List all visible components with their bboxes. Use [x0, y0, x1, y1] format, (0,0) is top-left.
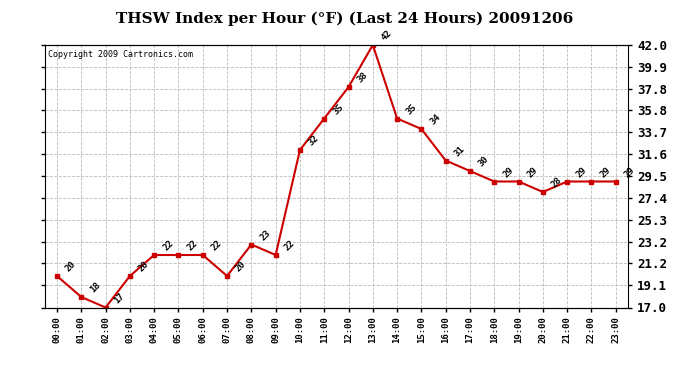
Text: 31: 31	[453, 144, 466, 158]
Text: 29: 29	[501, 165, 515, 179]
Text: 22: 22	[186, 239, 199, 253]
Text: 20: 20	[234, 260, 248, 274]
Text: 20: 20	[64, 260, 78, 274]
Text: 35: 35	[404, 102, 418, 116]
Text: 22: 22	[210, 239, 224, 253]
Text: 22: 22	[283, 239, 297, 253]
Text: Copyright 2009 Cartronics.com: Copyright 2009 Cartronics.com	[48, 50, 193, 59]
Text: 34: 34	[428, 113, 442, 127]
Text: 29: 29	[598, 165, 612, 179]
Text: THSW Index per Hour (°F) (Last 24 Hours) 20091206: THSW Index per Hour (°F) (Last 24 Hours)…	[117, 11, 573, 26]
Text: 38: 38	[355, 71, 369, 85]
Text: 29: 29	[622, 165, 637, 179]
Text: 29: 29	[526, 165, 540, 179]
Text: 22: 22	[161, 239, 175, 253]
Text: 30: 30	[477, 155, 491, 169]
Text: 20: 20	[137, 260, 151, 274]
Text: 42: 42	[380, 29, 394, 43]
Text: 32: 32	[307, 134, 321, 148]
Text: 35: 35	[331, 102, 345, 116]
Text: 28: 28	[550, 176, 564, 190]
Text: 29: 29	[574, 165, 588, 179]
Text: 18: 18	[88, 281, 102, 295]
Text: 17: 17	[112, 291, 126, 305]
Text: 23: 23	[258, 228, 273, 242]
